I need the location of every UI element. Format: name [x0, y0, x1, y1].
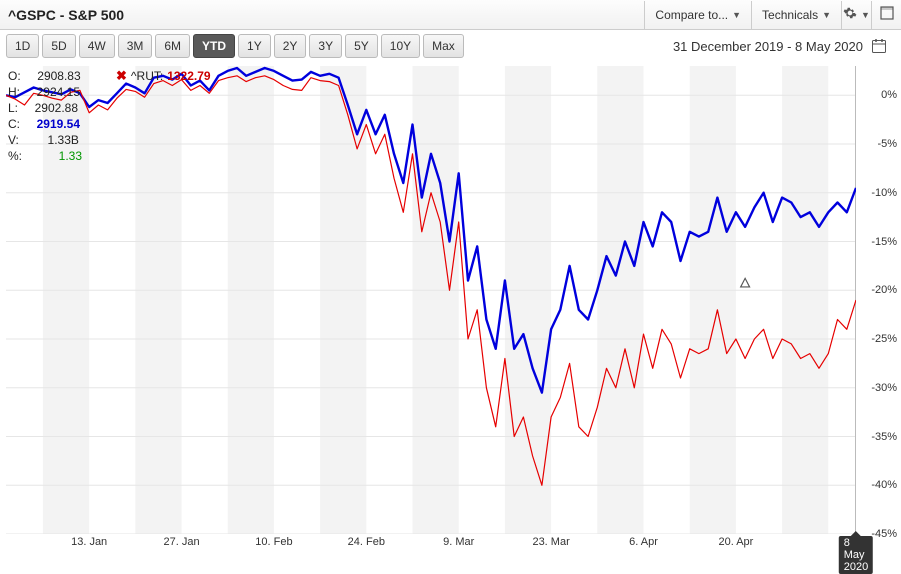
expand-button[interactable]	[871, 1, 901, 29]
x-tick-label: 9. Mar	[443, 536, 474, 548]
plot-area	[6, 66, 856, 534]
y-tick-label: -25%	[871, 333, 897, 345]
chevron-down-icon: ▼	[861, 10, 870, 20]
date-range[interactable]: 31 December 2019 - 8 May 2020	[673, 38, 895, 54]
range-buttons: 1D5D4W3M6MYTD1Y2Y3Y5Y10YMax	[6, 34, 464, 58]
y-tick-label: -5%	[877, 138, 897, 150]
y-tick-label: 0%	[881, 89, 897, 101]
ohlc-low: 2902.88	[22, 100, 78, 116]
ohlc-open: 2908.83	[25, 68, 81, 84]
y-tick-label: -30%	[871, 382, 897, 394]
range-btn-10y[interactable]: 10Y	[381, 34, 420, 58]
technicals-button[interactable]: Technicals ▼	[751, 1, 841, 29]
x-tick-label: 13. Jan	[71, 536, 107, 548]
chart-area[interactable]: O:2908.83 H:2924.15 L:2902.88 C:2919.54 …	[0, 62, 901, 556]
compare-to-label: Compare to...	[655, 8, 728, 22]
expand-icon	[880, 6, 894, 23]
range-btn-max[interactable]: Max	[423, 34, 464, 58]
ohlc-pct: 1.33	[26, 148, 82, 164]
x-tick-label: 6. Apr	[629, 536, 658, 548]
range-btn-3m[interactable]: 3M	[118, 34, 153, 58]
x-tick-label: 23. Mar	[532, 536, 569, 548]
compare-value: 1322.79	[167, 69, 210, 83]
y-axis: 0%-5%-10%-15%-20%-25%-30%-35%-40%-45%	[859, 66, 901, 534]
x-tick-label: 20. Apr	[718, 536, 753, 548]
compare-symbol: ^RUT:	[131, 69, 163, 83]
range-btn-1y[interactable]: 1Y	[238, 34, 271, 58]
y-tick-label: -45%	[871, 528, 897, 540]
compare-to-button[interactable]: Compare to... ▼	[644, 1, 751, 29]
x-tick-label: 24. Feb	[348, 536, 385, 548]
ohlc-close: 2919.54	[24, 116, 80, 132]
y-tick-label: -10%	[871, 187, 897, 199]
calendar-icon	[871, 38, 887, 54]
date-range-text: 31 December 2019 - 8 May 2020	[673, 39, 863, 54]
y-tick-label: -40%	[871, 479, 897, 491]
x-tick-label: 8 May 2020	[839, 536, 873, 574]
technicals-label: Technicals	[762, 8, 818, 22]
y-tick-label: -20%	[871, 284, 897, 296]
range-btn-4w[interactable]: 4W	[79, 34, 115, 58]
flame-icon: 🜂	[739, 266, 751, 295]
chevron-down-icon: ▼	[732, 10, 741, 20]
range-bar: 1D5D4W3M6MYTD1Y2Y3Y5Y10YMax 31 December …	[0, 30, 901, 62]
ohlc-panel: O:2908.83 H:2924.15 L:2902.88 C:2919.54 …	[8, 68, 82, 164]
top-toolbar: ^GSPC - S&P 500 Compare to... ▼ Technica…	[0, 0, 901, 30]
compare-series-tag: ✖ ^RUT: 1322.79	[116, 68, 211, 84]
settings-button[interactable]: ▼	[841, 1, 871, 29]
range-btn-2y[interactable]: 2Y	[274, 34, 307, 58]
range-btn-6m[interactable]: 6M	[155, 34, 190, 58]
ohlc-high: 2924.15	[24, 84, 80, 100]
chevron-down-icon: ▼	[822, 10, 831, 20]
x-axis: 13. Jan 27. Jan 10. Feb 24. Feb 9. Mar 23. Ma…	[6, 536, 856, 554]
ohlc-volume: 1.33B	[23, 132, 79, 148]
range-btn-5d[interactable]: 5D	[42, 34, 75, 58]
range-btn-5y[interactable]: 5Y	[345, 34, 378, 58]
remove-compare-icon[interactable]: ✖	[116, 68, 127, 84]
x-tick-label: 10. Feb	[255, 536, 292, 548]
range-btn-3y[interactable]: 3Y	[309, 34, 342, 58]
chart-title: ^GSPC - S&P 500	[0, 7, 644, 23]
range-btn-ytd[interactable]: YTD	[193, 34, 235, 58]
gear-icon	[843, 6, 857, 23]
range-btn-1d[interactable]: 1D	[6, 34, 39, 58]
y-tick-label: -35%	[871, 431, 897, 443]
x-tick-label: 27. Jan	[163, 536, 199, 548]
y-tick-label: -15%	[871, 236, 897, 248]
